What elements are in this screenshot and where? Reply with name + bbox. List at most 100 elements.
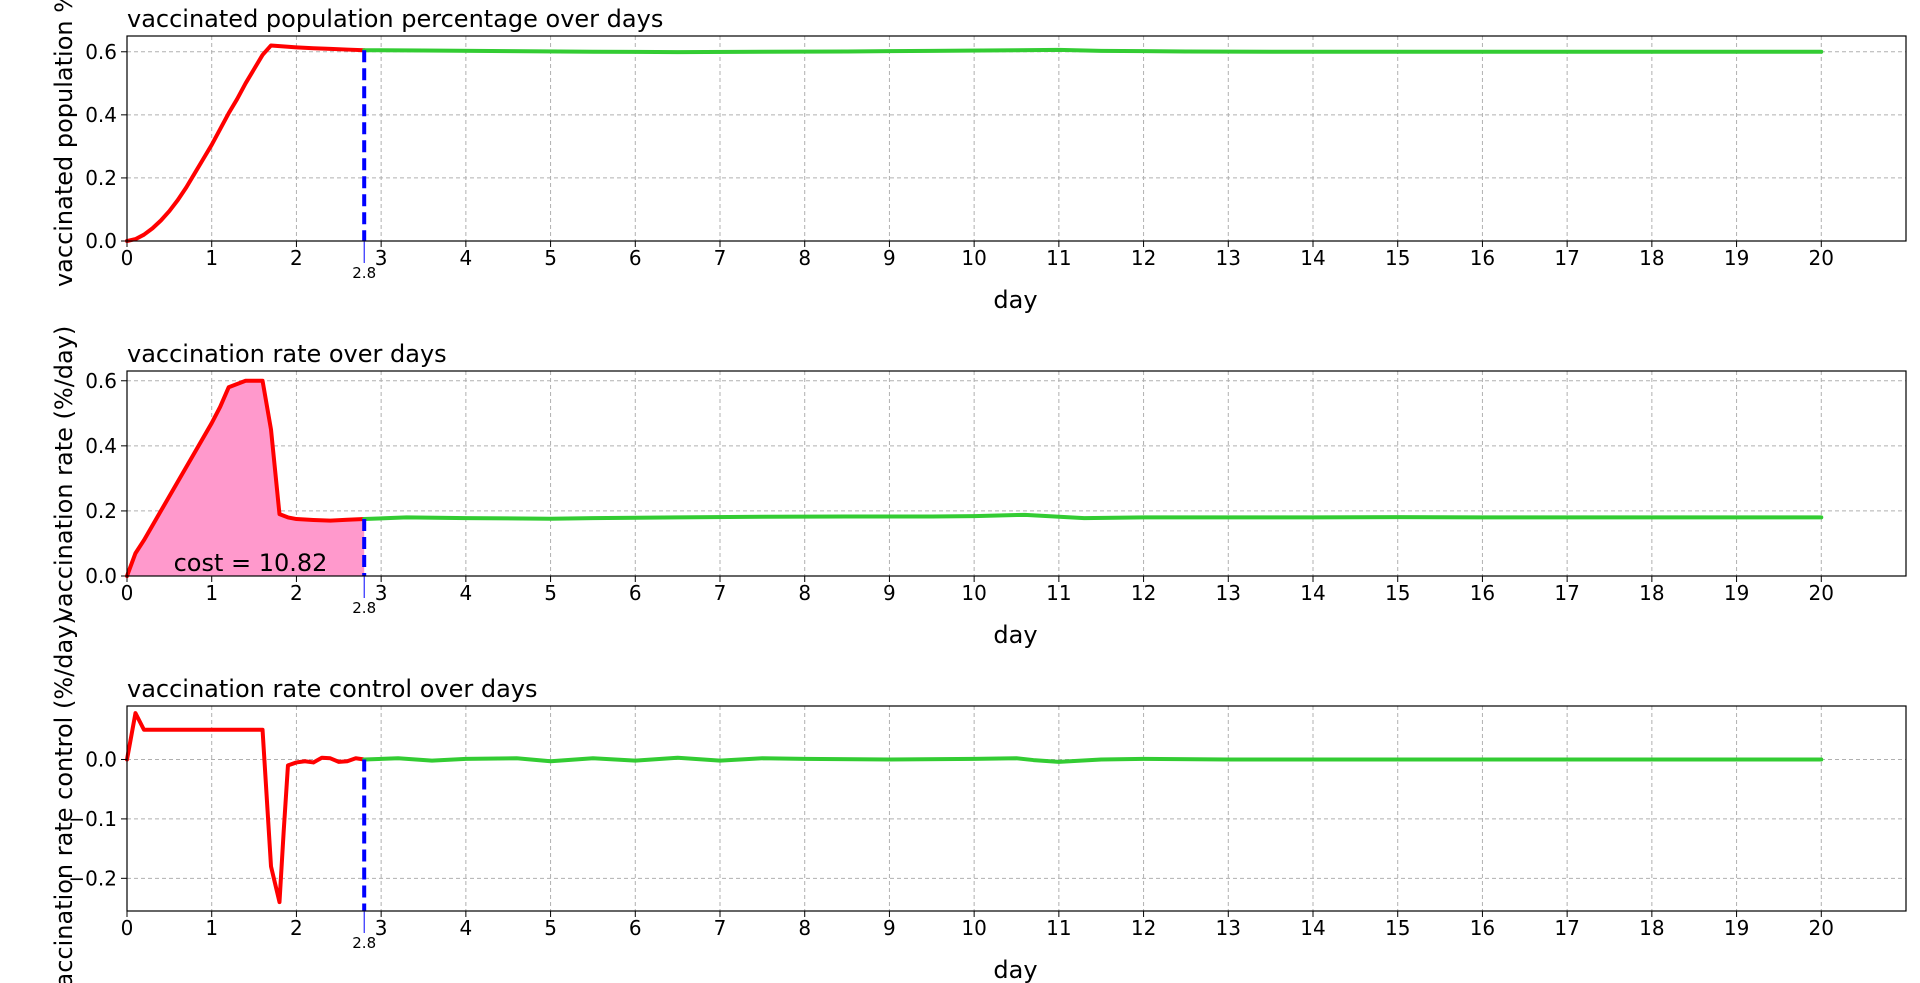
cost-area [127,380,365,576]
x-tick-label: 20 [1809,581,1834,605]
current-day-marker-label: 2.8 [352,934,376,952]
x-tick-label: 0 [121,916,134,940]
x-tick-label: 8 [798,916,811,940]
x-tick-label: 16 [1470,246,1495,270]
x-tick-label: 3 [375,916,388,940]
chart-panel-2: 2.80 1 2 3 4 5 6 7 8 9 10 11 12 13 14 15 16 17 18 19 200.00.… [50,326,1907,649]
plot-frame [126,705,1907,912]
x-tick-label: 0 [121,581,134,605]
x-tick-label: 11 [1046,916,1071,940]
series-line-past [125,711,367,905]
y-tick-label: 0.0 [85,229,117,253]
x-tick-label: 9 [883,916,896,940]
x-tick-label: 2 [290,916,303,940]
x-tick-label: 5 [544,581,557,605]
chart-title: vaccination rate control over days [127,675,537,703]
x-tick-label: 5 [544,916,557,940]
x-tick-label: 14 [1300,581,1325,605]
x-tick-label: 18 [1639,916,1664,940]
x-axis-label: day [993,621,1037,649]
y-tick-label: −0.1 [68,807,117,831]
x-tick-label: 8 [798,246,811,270]
plot-frame [126,370,1907,577]
y-tick-label: 0.0 [85,564,117,588]
x-tick-label: 14 [1300,916,1325,940]
x-axis-label: day [993,286,1037,314]
y-tick-label: 0.0 [85,747,117,771]
x-tick-label: 4 [459,916,472,940]
x-tick-label: 19 [1724,581,1749,605]
x-tick-label: 4 [459,246,472,270]
x-tick-label: 11 [1046,246,1071,270]
series-line-past [125,378,367,578]
y-axis-label: vaccinated population % [50,0,78,287]
x-tick-label: 1 [205,916,218,940]
current-day-marker-label: 2.8 [352,264,376,282]
chart-title: vaccination rate over days [127,340,447,368]
x-tick-label: 15 [1385,246,1410,270]
x-tick-label: 6 [629,916,642,940]
x-tick-label: 12 [1131,916,1156,940]
series-line-forecast [362,755,1824,764]
x-tick-label: 9 [883,246,896,270]
series-line-past [125,43,367,243]
x-tick-label: 12 [1131,581,1156,605]
x-tick-label: 3 [375,246,388,270]
x-tick-label: 13 [1216,246,1241,270]
series-line-forecast [362,512,1824,522]
x-tick-label: 9 [883,581,896,605]
x-tick-label: 12 [1131,246,1156,270]
y-tick-label: −0.2 [68,866,117,890]
x-tick-label: 2 [290,581,303,605]
x-tick-label: 7 [714,246,727,270]
chart-panel-3: 2.80 1 2 3 4 5 6 7 8 9 10 11 12 13 14 15 16 17 18 19 200.0−0… [50,615,1907,983]
x-tick-label: 7 [714,581,727,605]
x-tick-label: 0 [121,246,134,270]
x-tick-label: 2 [290,246,303,270]
current-day-marker-label: 2.8 [352,599,376,617]
x-tick-label: 6 [629,246,642,270]
chart-title: vaccinated population percentage over da… [127,5,663,33]
x-tick-label: 1 [205,581,218,605]
x-tick-label: 11 [1046,581,1071,605]
x-tick-label: 17 [1554,581,1579,605]
x-tick-label: 15 [1385,916,1410,940]
x-tick-label: 19 [1724,246,1749,270]
x-tick-label: 13 [1216,581,1241,605]
x-tick-label: 7 [714,916,727,940]
x-tick-label: 19 [1724,916,1749,940]
x-tick-label: 18 [1639,581,1664,605]
x-tick-label: 20 [1809,916,1834,940]
x-tick-label: 1 [205,246,218,270]
x-tick-label: 16 [1470,916,1495,940]
y-tick-label: 0.6 [85,369,117,393]
x-tick-label: 3 [375,581,388,605]
x-tick-label: 10 [961,916,986,940]
x-tick-label: 16 [1470,581,1495,605]
x-tick-label: 17 [1554,246,1579,270]
y-tick-label: 0.4 [85,103,117,127]
x-tick-label: 14 [1300,246,1325,270]
y-tick-label: 0.2 [85,499,117,523]
x-tick-label: 17 [1554,916,1579,940]
chart-panel-1: 2.80 1 2 3 4 5 6 7 8 9 10 11 12 13 14 15 16 17 18 19 200.00.… [50,0,1907,314]
x-axis-label: day [993,956,1037,983]
x-tick-label: 8 [798,581,811,605]
x-tick-label: 10 [961,246,986,270]
x-tick-label: 20 [1809,246,1834,270]
x-tick-label: 5 [544,246,557,270]
x-tick-label: 4 [459,581,472,605]
x-tick-label: 13 [1216,916,1241,940]
y-axis-label: vaccination rate (%/day) [50,326,78,622]
y-tick-label: 0.2 [85,166,117,190]
plot-frame [126,35,1907,242]
x-tick-label: 10 [961,581,986,605]
y-tick-label: 0.6 [85,40,117,64]
x-tick-label: 18 [1639,246,1664,270]
x-tick-label: 15 [1385,581,1410,605]
cost-annotation: cost = 10.82 [174,549,328,577]
y-tick-label: 0.4 [85,434,117,458]
series-line-forecast [362,47,1824,55]
x-tick-label: 6 [629,581,642,605]
